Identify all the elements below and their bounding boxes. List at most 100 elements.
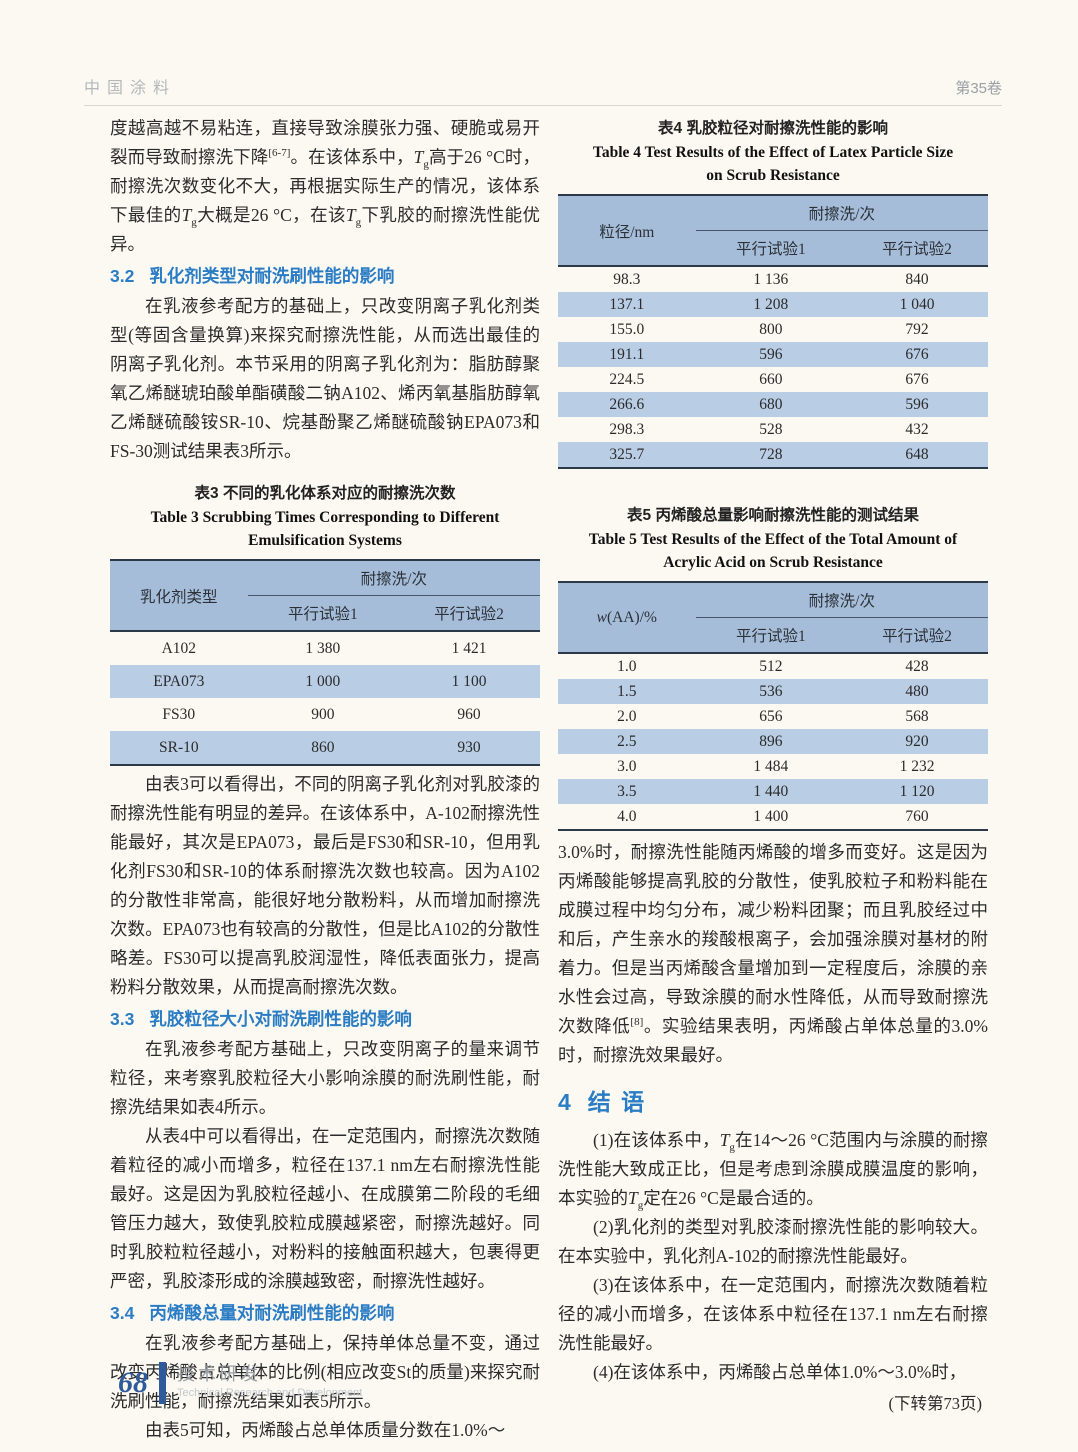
text-segment: 在14～26 °C范围内与涂膜的耐擦洗性能大致成正比，但是考虑到涂膜成膜温度的影… <box>558 1130 989 1208</box>
table-5-sub-header-2: 平行试验2 <box>846 617 988 654</box>
table-cell: 4.0 <box>558 804 696 831</box>
text-segment: g <box>637 1199 644 1212</box>
table-4-col1-header: 粒径/nm <box>558 194 696 267</box>
text-segment: 高于26 °C时，耐擦洗次数变化不大，再根据实际生产的情况，该体系下最佳的 <box>110 147 541 225</box>
paragraph-particle-size-intro: 在乳液参考配方基础上，只改变阴离子的量来调节粒径，来考察乳胶粒径大小影响涂膜的耐… <box>110 1039 540 1117</box>
text-segment: w <box>596 608 607 626</box>
table-cell: 2.0 <box>617 707 637 725</box>
table-cell: 428 <box>905 657 929 675</box>
table-5-span-header: 耐擦洗/次 <box>695 581 988 618</box>
table-row: 266.6 680 596 <box>558 392 988 417</box>
table-5-sub-header-1: 平行试验1 <box>695 617 847 654</box>
text-segment: g <box>355 216 362 229</box>
section-number: 3.4 <box>110 1303 135 1323</box>
paragraph-particle-size-discussion: 从表4中可以看得出，在一定范围内，耐擦洗次数随着粒径的减小而增多，粒径在137.… <box>110 1126 540 1291</box>
table-row: 2.5 896 920 <box>558 729 988 754</box>
conclusion-item-4: (4)在该体系中，丙烯酸占总单体1.0%～3.0%时， <box>593 1362 967 1382</box>
footer-accent-bar <box>159 1362 166 1404</box>
section-heading-3-2: 3.2 乳化剂类型对耐洗刷性能的影响 <box>110 261 540 291</box>
table-cell: 2.5 <box>558 729 696 754</box>
paragraph-emulsifier-types: 在乳液参考配方的基础上，只改变阴离子乳化剂类型(等固含量换算)来探究耐擦洗性能，… <box>110 296 540 461</box>
section-heading-3-4: 3.4 丙烯酸总量对耐洗刷性能的影响 <box>110 1298 540 1328</box>
table-cell: 98.3 <box>613 270 641 288</box>
two-column-body: 度越高越不易粘连，直接导致涂膜张力强、硬脆或易开裂而导致耐擦洗下降[6-7]。在… <box>110 114 988 1445</box>
table-row: 137.1 1 208 1 040 <box>558 292 988 317</box>
table-cell: 1 136 <box>753 270 789 288</box>
table-3-caption: 表3 不同的乳化体系对应的耐擦洗次数 Table 3 Scrubbing Tim… <box>110 481 540 552</box>
table-row: 3.0 1 484 1 232 <box>558 754 988 779</box>
table-cell: 840 <box>905 270 929 288</box>
table-cell: 900 <box>311 705 335 723</box>
table-cell: 1 232 <box>899 757 935 775</box>
table-row: 3.5 1 440 1 120 <box>558 779 988 804</box>
table-cell: 1 421 <box>451 639 487 657</box>
table-cell: 536 <box>695 679 847 704</box>
table-cell: 1 040 <box>846 292 988 317</box>
text-segment: [8] <box>630 1016 644 1029</box>
table-cell: 596 <box>695 342 847 367</box>
footer-section-labels: 技术研发 Technical Research and Development <box>177 1362 362 1401</box>
table-3-caption-en-line1: Table 3 Scrubbing Times Corresponding to… <box>150 509 500 526</box>
table-5-body: 1.0 512 428 1.5 536 480 2.0 656 568 2.5 896 920 3.0 1… <box>558 653 988 831</box>
table-row: 155.0 800 792 <box>558 317 988 342</box>
table-cell: 137.1 <box>558 292 696 317</box>
table-cell: 676 <box>905 370 929 388</box>
table-row: 1.5 536 480 <box>558 679 988 704</box>
page-header: 中国涂料 第35卷 <box>84 74 1002 106</box>
table-cell: 3.0 <box>617 757 637 775</box>
paragraph-table5-discussion: 3.0%时，耐擦洗性能随丙烯酸的增多而变好。这是因为丙烯酸能够提高乳胶的分散性，… <box>558 838 988 1070</box>
conclusion-item-3: (3)在该体系中，在一定范围内，耐擦洗次数随着粒径的减小而增多，在该体系中粒径在… <box>558 1275 988 1353</box>
table-4-sub-header-2: 平行试验2 <box>846 230 988 267</box>
table-4-caption-en-line2: on Scrub Resistance <box>706 167 840 184</box>
table-row: SR-10 860 930 <box>110 731 540 766</box>
table-cell: SR-10 <box>110 731 248 766</box>
table-cell: 1 120 <box>846 779 988 804</box>
table-cell: FS30 <box>162 705 196 723</box>
table-5: w(AA)/% 耐擦洗/次 平行试验1 平行试验2 1.0 512 428 1.5 53… <box>558 581 988 831</box>
table-cell: 800 <box>759 320 783 338</box>
table-cell: 155.0 <box>609 320 645 338</box>
text-segment: T <box>345 205 356 225</box>
table-cell: 266.6 <box>558 392 696 417</box>
volume-label: 第35卷 <box>955 80 1002 97</box>
table-4-header: 粒径/nm 耐擦洗/次 平行试验1 平行试验2 <box>558 194 988 267</box>
section-title: 乳胶粒径大小对耐洗刷性能的影响 <box>149 1009 412 1029</box>
section-number: 3.3 <box>110 1009 135 1029</box>
table-4-span-header: 耐擦洗/次 <box>695 194 988 231</box>
page-number: 68 <box>118 1366 148 1399</box>
table-5-caption-zh: 表5 丙烯酸总量影响耐擦洗性能的测试结果 <box>627 507 919 524</box>
table-cell: 432 <box>905 420 929 438</box>
table-row: 191.1 596 676 <box>558 342 988 367</box>
table-cell: 568 <box>905 707 929 725</box>
table-row: 325.7 728 648 <box>558 442 988 469</box>
footer-section-zh: 技术研发 <box>177 1364 261 1384</box>
table-cell: 660 <box>759 370 783 388</box>
table-cell: 298.3 <box>609 420 645 438</box>
table-cell: 896 <box>695 729 847 754</box>
table-3-caption-en-line2: Emulsification Systems <box>248 532 402 549</box>
text-segment: T <box>181 205 192 225</box>
table-4-caption-zh: 表4 乳胶粒径对耐擦洗性能的影响 <box>658 120 888 137</box>
table-cell: 3.5 <box>558 779 696 804</box>
text-segment: T <box>413 147 424 167</box>
footer-section-en: Technical Research and Development <box>177 1387 363 1399</box>
conclusion-item-1: (1)在该体系中，Tg在14～26 °C范围内与涂膜的耐擦洗性能大致成正比，但是… <box>558 1126 988 1213</box>
section-title: 乳化剂类型对耐洗刷性能的影响 <box>149 266 395 286</box>
table-row: FS30 900 960 <box>110 698 540 731</box>
table-5-col1-header: w(AA)/% <box>558 581 696 654</box>
table-cell: 1 484 <box>753 757 789 775</box>
text-segment: 。实验结果表明，丙烯酸占单体总量的3.0%时，耐擦洗效果最好。 <box>558 1016 989 1065</box>
table-row: EPA073 1 000 1 100 <box>110 665 540 698</box>
table-3-body: A102 1 380 1 421 EPA073 1 000 1 100 FS30 900 960… <box>110 631 540 766</box>
table-4: 粒径/nm 耐擦洗/次 平行试验1 平行试验2 98.3 1 136 840 137.… <box>558 194 988 469</box>
continued-on-page-note: (下转第73页) <box>888 1394 983 1413</box>
page-footer: 68 技术研发 Technical Research and Developme… <box>118 1362 362 1404</box>
table-cell: 680 <box>695 392 847 417</box>
table-5-caption-en-line2: Acrylic Acid on Scrub Resistance <box>663 554 883 571</box>
text-segment: (AA)/% <box>607 608 657 626</box>
text-segment: 定在26 °C是最合适的。 <box>643 1188 824 1208</box>
table-cell: 648 <box>846 442 988 469</box>
table-3: 乳化剂类型 耐擦洗/次 平行试验1 平行试验2 A102 1 380 1 421 EP… <box>110 559 540 766</box>
table-cell: 676 <box>846 342 988 367</box>
table-cell: 596 <box>846 392 988 417</box>
